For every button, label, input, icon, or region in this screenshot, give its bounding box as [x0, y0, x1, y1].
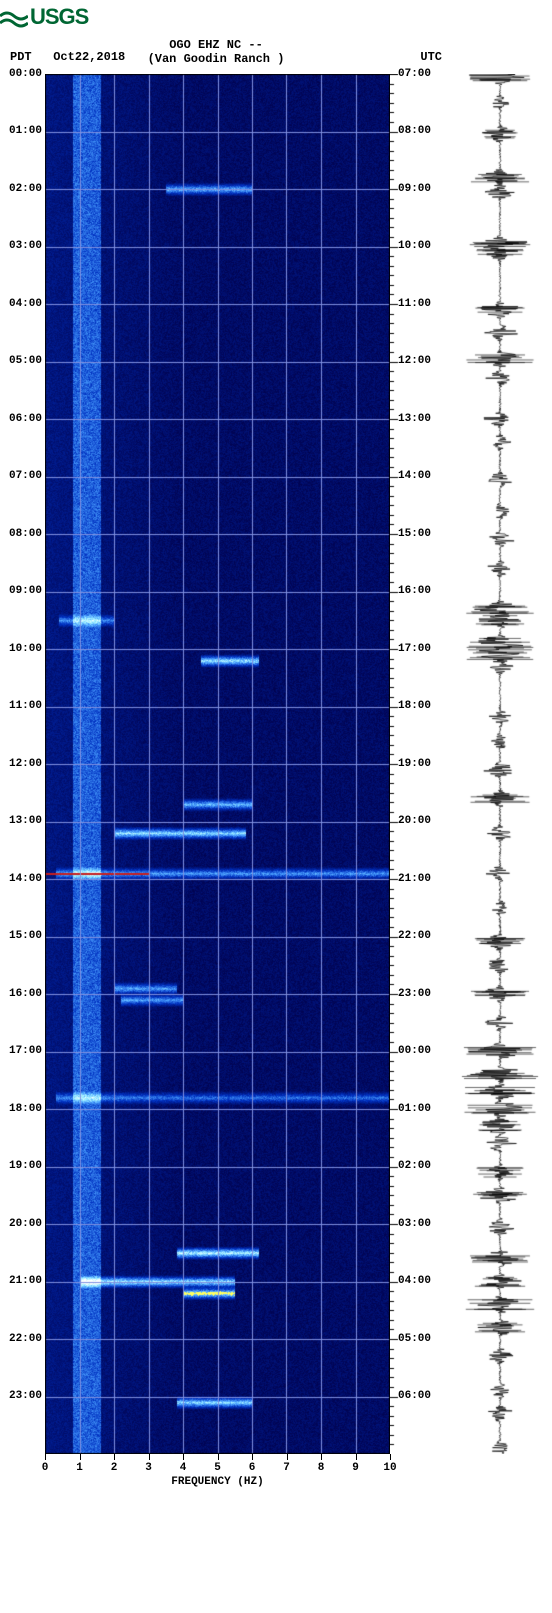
- logo-wave-icon: [0, 10, 28, 32]
- waveform: [455, 74, 545, 1454]
- pdt-tick: 18:00: [9, 1103, 42, 1115]
- title-line2: (Van Goodin Ranch ): [0, 52, 432, 66]
- title-line1: OGO EHZ NC --: [0, 38, 432, 52]
- pdt-tick: 22:00: [9, 1333, 42, 1345]
- pdt-tick: 02:00: [9, 183, 42, 195]
- pdt-tick: 04:00: [9, 298, 42, 310]
- pdt-tick: 16:00: [9, 988, 42, 1000]
- pdt-tick: 13:00: [9, 815, 42, 827]
- utc-tick: 20:00: [398, 815, 431, 827]
- utc-tick: 04:00: [398, 1275, 431, 1287]
- utc-tick: 10:00: [398, 240, 431, 252]
- utc-tick: 05:00: [398, 1333, 431, 1345]
- utc-tick: 13:00: [398, 413, 431, 425]
- freq-tick: 3: [145, 1462, 152, 1474]
- utc-tick: 07:00: [398, 68, 431, 80]
- freq-tick: 9: [352, 1462, 359, 1474]
- pdt-axis: 00:0001:0002:0003:0004:0005:0006:0007:00…: [0, 74, 45, 1454]
- freq-tick: 5: [214, 1462, 221, 1474]
- utc-tick: 15:00: [398, 528, 431, 540]
- utc-tick: 23:00: [398, 988, 431, 1000]
- utc-tick: 11:00: [398, 298, 431, 310]
- utc-tick: 03:00: [398, 1218, 431, 1230]
- freq-tick: 2: [111, 1462, 118, 1474]
- pdt-tick: 01:00: [9, 125, 42, 137]
- freq-tick: 6: [249, 1462, 256, 1474]
- utc-tick: 09:00: [398, 183, 431, 195]
- pdt-tick: 14:00: [9, 873, 42, 885]
- pdt-tick: 05:00: [9, 355, 42, 367]
- frequency-axis: FREQUENCY (HZ) 012345678910: [45, 1454, 390, 1494]
- freq-tick: 10: [383, 1462, 396, 1474]
- pdt-tick: 08:00: [9, 528, 42, 540]
- utc-tick: 12:00: [398, 355, 431, 367]
- pdt-tick: 12:00: [9, 758, 42, 770]
- utc-tick: 19:00: [398, 758, 431, 770]
- plot-header: PDT Oct22,2018 OGO EHZ NC -- (Van Goodin…: [0, 38, 552, 68]
- utc-tick: 22:00: [398, 930, 431, 942]
- pdt-tick: 03:00: [9, 240, 42, 252]
- utc-tick: 21:00: [398, 873, 431, 885]
- utc-tick: 14:00: [398, 470, 431, 482]
- pdt-tick: 15:00: [9, 930, 42, 942]
- utc-tick: 18:00: [398, 700, 431, 712]
- usgs-logo: USGS: [0, 0, 552, 32]
- utc-tick: 06:00: [398, 1390, 431, 1402]
- utc-tick: 00:00: [398, 1045, 431, 1057]
- utc-tick: 08:00: [398, 125, 431, 137]
- plot-area: 00:00 01:00 02:00 03:00 04:00 05:00 06:00 07:00…: [0, 74, 552, 1494]
- spectrogram: [45, 74, 390, 1454]
- freq-tick: 0: [42, 1462, 49, 1474]
- freq-tick: 8: [318, 1462, 325, 1474]
- utc-tick: 01:00: [398, 1103, 431, 1115]
- pdt-tick: 00:00: [9, 68, 42, 80]
- x-axis-label: FREQUENCY (HZ): [45, 1476, 390, 1488]
- header-center: OGO EHZ NC -- (Van Goodin Ranch ): [0, 38, 432, 66]
- pdt-tick: 23:00: [9, 1390, 42, 1402]
- pdt-tick: 06:00: [9, 413, 42, 425]
- pdt-tick: 10:00: [9, 643, 42, 655]
- tz-utc: UTC: [420, 50, 442, 64]
- pdt-tick: 19:00: [9, 1160, 42, 1172]
- pdt-tick: 17:00: [9, 1045, 42, 1057]
- freq-tick: 1: [76, 1462, 83, 1474]
- pdt-tick: 07:00: [9, 470, 42, 482]
- utc-tick: 02:00: [398, 1160, 431, 1172]
- utc-tick: 17:00: [398, 643, 431, 655]
- freq-tick: 4: [180, 1462, 187, 1474]
- pdt-tick: 21:00: [9, 1275, 42, 1287]
- utc-tick: 16:00: [398, 585, 431, 597]
- freq-tick: 7: [283, 1462, 290, 1474]
- pdt-tick: 09:00: [9, 585, 42, 597]
- utc-axis: 07:0008:0009:0010:0011:0012:0013:0014:00…: [395, 74, 450, 1454]
- pdt-tick: 20:00: [9, 1218, 42, 1230]
- pdt-tick: 11:00: [9, 700, 42, 712]
- logo-text: USGS: [30, 4, 88, 29]
